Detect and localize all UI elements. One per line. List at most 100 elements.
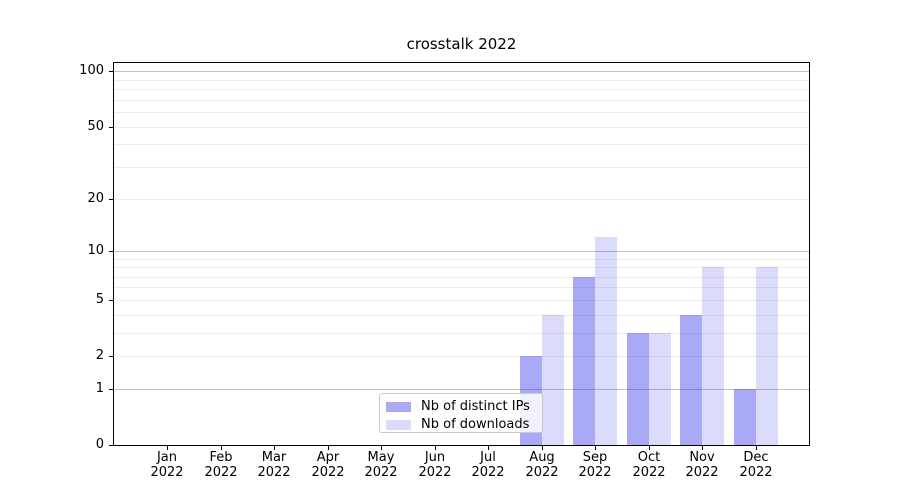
legend-item-downloads: Nb of downloads [386,417,542,432]
gridline-y-70-minor [114,100,809,101]
gridline-y-50-minor [114,127,809,128]
x-tick-label-jun: Jun 2022 [403,450,467,480]
x-tick-year: 2022 [204,465,238,480]
gridline-y-80-minor [114,89,809,90]
y-tick-mark-1 [109,389,113,390]
y-tick-mark-100 [109,71,113,72]
x-tick-year: 2022 [311,465,345,480]
x-tick-year: 2022 [578,465,612,480]
x-tick-month: Oct [637,450,661,465]
chart-title: crosstalk 2022 [406,35,517,53]
x-tick-mark-may [381,446,382,450]
x-tick-mark-feb [221,446,222,450]
gridline-y-7-minor [114,277,809,278]
y-tick-mark-10 [109,251,113,252]
y-tick-mark-2 [109,356,113,357]
y-tick-label-1: 1 [95,381,104,396]
legend-swatch-downloads [386,419,411,430]
bar-downloads-nov [702,267,725,445]
gridline-y-10-major [114,251,809,252]
gridline-y-5-minor [114,300,809,301]
bar-downloads-aug [541,314,564,445]
gridline-y-4-minor [114,315,809,316]
x-tick-mark-jun [435,446,436,450]
legend-label-downloads: Nb of downloads [421,417,530,432]
x-tick-year: 2022 [257,465,291,480]
y-tick-mark-5 [109,300,113,301]
bar-distinct-ips-sep [573,276,596,445]
gridline-y-30-minor [114,167,809,168]
x-tick-year: 2022 [364,465,398,480]
x-tick-mark-sep [595,446,596,450]
x-tick-year: 2022 [685,465,719,480]
x-tick-month: Dec [743,450,769,465]
y-tick-label-10: 10 [87,243,104,258]
x-tick-label-oct: Oct 2022 [617,450,681,480]
x-tick-label-nov: Nov 2022 [670,450,734,480]
x-tick-label-mar: Mar 2022 [242,450,306,480]
x-tick-month: Jul [480,450,496,465]
x-tick-month: May [367,450,395,465]
x-tick-year: 2022 [525,465,559,480]
x-tick-label-jan: Jan 2022 [135,450,199,480]
legend-item-distinct-ips: Nb of distinct IPs [386,399,542,414]
y-tick-mark-0 [109,445,113,446]
x-tick-label-feb: Feb 2022 [189,450,253,480]
gridline-y-8-minor [114,267,809,268]
x-tick-label-sep: Sep 2022 [563,450,627,480]
x-tick-month: Sep [582,450,608,465]
bar-downloads-dec [755,267,778,445]
legend: Nb of distinct IPs Nb of downloads [379,393,543,433]
legend-swatch-distinct-ips [386,401,411,412]
x-tick-year: 2022 [471,465,505,480]
x-tick-month: Jun [424,450,446,465]
bar-downloads-oct [648,332,671,445]
x-tick-year: 2022 [632,465,666,480]
x-tick-mark-apr [328,446,329,450]
x-tick-label-dec: Dec 2022 [724,450,788,480]
x-tick-year: 2022 [739,465,773,480]
plot-area: Nb of distinct IPs Nb of downloads [113,62,810,446]
x-tick-label-apr: Apr 2022 [296,450,360,480]
gridline-y-6-minor [114,287,809,288]
bar-downloads-sep [595,237,618,445]
x-tick-label-aug: Aug 2022 [510,450,574,480]
y-tick-label-50: 50 [87,119,104,134]
x-tick-mark-jul [488,446,489,450]
y-tick-label-20: 20 [87,191,104,206]
gridline-y-2-minor [114,356,809,357]
gridline-y-90-minor [114,80,809,81]
x-tick-mark-aug [542,446,543,450]
x-tick-month: Nov [689,450,715,465]
y-tick-label-0: 0 [95,437,104,452]
bar-distinct-ips-oct [626,332,649,445]
gridline-y-1-major [114,389,809,390]
x-tick-label-may: May 2022 [349,450,413,480]
x-tick-mark-dec [756,446,757,450]
gridline-y-20-minor [114,199,809,200]
y-tick-mark-50 [109,127,113,128]
gridline-y-60-minor [114,112,809,113]
bars-layer [114,63,809,445]
gridline-y-9-minor [114,259,809,260]
x-tick-year: 2022 [150,465,184,480]
y-tick-label-2: 2 [95,348,104,363]
x-tick-month: Apr [316,450,340,465]
x-tick-mark-mar [274,446,275,450]
y-tick-mark-20 [109,199,113,200]
x-tick-mark-nov [702,446,703,450]
gridline-y-3-minor [114,333,809,334]
x-tick-year: 2022 [418,465,452,480]
gridline-y-40-minor [114,144,809,145]
x-tick-month: Aug [529,450,555,465]
x-tick-month: Mar [261,450,287,465]
gridline-y-100-major [114,71,809,72]
bar-distinct-ips-nov [680,314,703,445]
x-tick-month: Jan [156,450,178,465]
y-tick-label-5: 5 [95,292,104,307]
x-tick-mark-oct [649,446,650,450]
x-tick-label-jul: Jul 2022 [456,450,520,480]
x-tick-month: Feb [209,450,233,465]
bar-distinct-ips-dec [733,388,756,445]
